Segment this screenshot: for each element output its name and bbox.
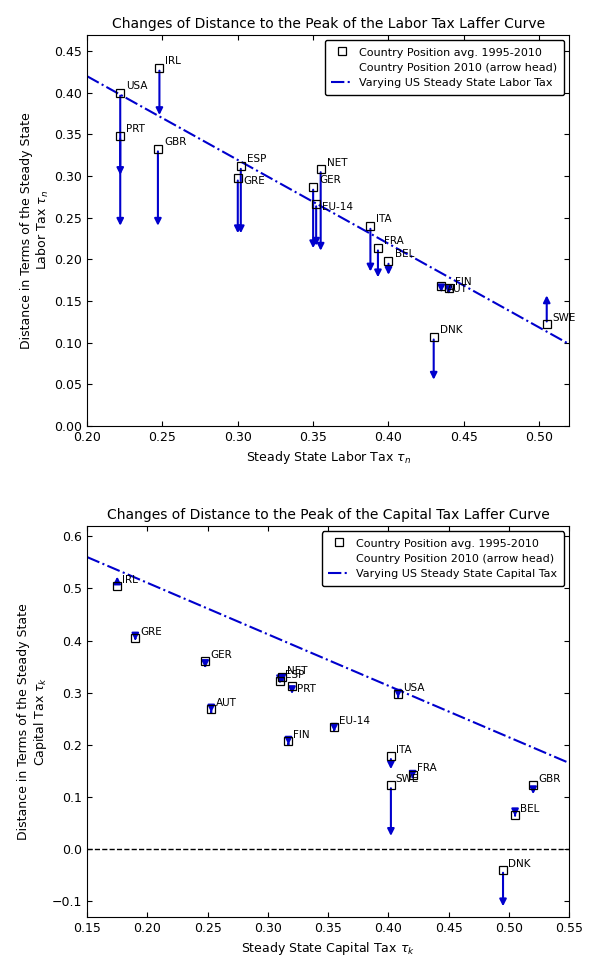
Legend: Country Position avg. 1995-2010, Country Position 2010 (arrow head), Varying US : Country Position avg. 1995-2010, Country… [322, 532, 564, 586]
Text: ITA: ITA [376, 214, 392, 224]
Text: GER: GER [210, 651, 232, 660]
Text: FIN: FIN [293, 730, 310, 740]
Text: GRE: GRE [140, 627, 162, 637]
X-axis label: Steady State Labor Tax $\tau_{n}$: Steady State Labor Tax $\tau_{n}$ [245, 449, 411, 467]
Text: PRT: PRT [126, 125, 145, 134]
Text: EU-14: EU-14 [322, 202, 353, 212]
Text: ITA: ITA [396, 745, 412, 755]
Text: FRA: FRA [384, 236, 404, 246]
Text: AUT: AUT [447, 284, 468, 294]
Text: GER: GER [319, 175, 341, 185]
Text: GBR: GBR [164, 137, 187, 147]
X-axis label: Steady State Capital Tax $\tau_{k}$: Steady State Capital Tax $\tau_{k}$ [241, 940, 415, 957]
Text: FRA: FRA [418, 764, 437, 773]
Title: Changes of Distance to the Peak of the Capital Tax Laffer Curve: Changes of Distance to the Peak of the C… [107, 507, 550, 522]
Title: Changes of Distance to the Peak of the Labor Tax Laffer Curve: Changes of Distance to the Peak of the L… [112, 17, 545, 30]
Text: BEL: BEL [395, 249, 414, 259]
Text: SWE: SWE [553, 313, 576, 322]
Text: IRL: IRL [166, 56, 181, 66]
Text: ESP: ESP [285, 670, 304, 680]
Text: SWE: SWE [396, 774, 419, 784]
Text: DNK: DNK [508, 859, 530, 869]
Text: BEL: BEL [520, 805, 539, 814]
Text: IRL: IRL [122, 575, 138, 584]
Text: GRE: GRE [244, 176, 266, 186]
Text: FIN: FIN [455, 277, 472, 286]
Text: USA: USA [403, 683, 424, 693]
Y-axis label: Distance in Terms of the Steady State
Labor Tax $\tau_{n}$: Distance in Terms of the Steady State La… [20, 112, 52, 349]
Text: USA: USA [126, 81, 148, 92]
Text: EU-14: EU-14 [339, 716, 370, 726]
Text: PRT: PRT [297, 684, 316, 693]
Y-axis label: Distance in Terms of the Steady State
Capital Tax $\tau_{k}$: Distance in Terms of the Steady State Ca… [17, 603, 49, 840]
Text: NET: NET [326, 158, 347, 168]
Text: AUT: AUT [216, 698, 237, 708]
Text: ESP: ESP [247, 155, 266, 165]
Text: NET: NET [287, 666, 308, 676]
Text: DNK: DNK [440, 325, 462, 335]
Text: GBR: GBR [538, 774, 560, 784]
Legend: Country Position avg. 1995-2010, Country Position 2010 (arrow head), Varying US : Country Position avg. 1995-2010, Country… [325, 40, 564, 94]
